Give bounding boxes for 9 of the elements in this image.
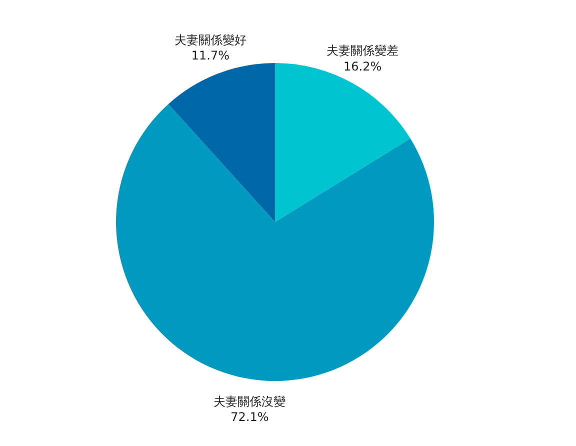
pie-slice xyxy=(168,63,275,222)
pie-slice xyxy=(116,104,434,381)
pie-slice xyxy=(275,63,410,222)
data-label: 16.2% xyxy=(343,59,382,74)
slice-label: 夫妻關係沒變 xyxy=(214,394,286,408)
data-label: 11.7% xyxy=(191,48,230,63)
data-label: 72.1% xyxy=(230,410,269,424)
slice-label: 夫妻關係變好 xyxy=(174,32,246,47)
slice-label: 夫妻關係變差 xyxy=(326,44,399,58)
